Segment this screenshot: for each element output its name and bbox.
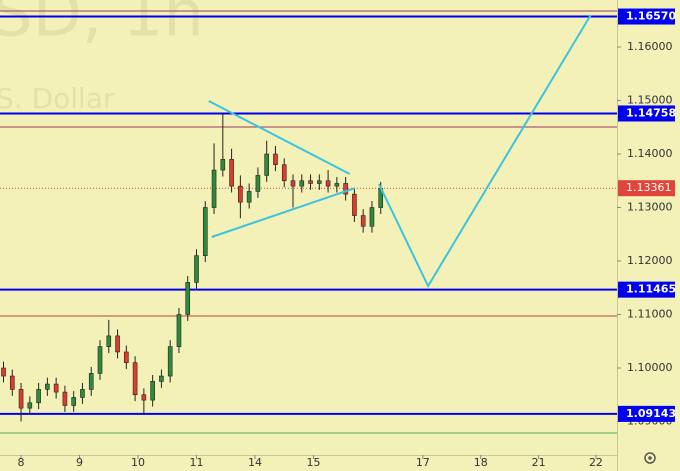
candle-body — [1, 367, 6, 377]
last-price-label: 1.13361 — [626, 181, 672, 194]
candle-body — [106, 335, 112, 347]
candle-body — [290, 180, 296, 187]
candle-body — [369, 207, 375, 227]
trend-drawing — [378, 14, 592, 289]
level-label-box — [618, 281, 675, 298]
y-tick-label: 1.14000 — [627, 147, 673, 160]
level-label: 1.14758 — [626, 106, 676, 119]
y-tick-label: 1.12000 — [627, 254, 673, 267]
candle-body — [185, 282, 191, 315]
candle-body — [62, 391, 68, 406]
level-label-box — [618, 405, 675, 422]
level-label: 1.09143 — [626, 407, 676, 420]
candle-body — [97, 346, 103, 374]
x-tick-label: 21 — [532, 456, 546, 469]
candle-body — [325, 180, 331, 187]
level-label-box — [618, 8, 675, 25]
candle-body — [141, 394, 147, 401]
candle-body — [124, 351, 129, 363]
y-tick-label: 1.11000 — [627, 308, 673, 321]
candle-body — [132, 362, 138, 396]
x-tick-label: 9 — [76, 456, 83, 469]
y-tick-label: 1.16000 — [627, 40, 673, 53]
x-tick-label: 11 — [190, 456, 204, 469]
x-tick-label: 17 — [416, 456, 430, 469]
candle-body — [194, 255, 199, 283]
watermark-name: S. Dollar — [0, 82, 115, 115]
candle-body — [18, 389, 24, 409]
candle-body — [352, 193, 357, 216]
candle-body — [115, 335, 120, 353]
candle-body — [264, 153, 269, 176]
candle-body — [27, 402, 33, 409]
settings-icon[interactable] — [644, 452, 656, 464]
trend-drawing — [211, 187, 356, 238]
watermark: SD, 1h S. Dollar — [0, 0, 204, 115]
y-tick-label: 1.13000 — [627, 201, 673, 214]
level-label-box — [618, 105, 675, 122]
x-tick-label: 22 — [589, 456, 603, 469]
watermark-symbol: SD, 1h — [0, 0, 204, 52]
candle-body — [343, 183, 348, 195]
x-tick-label: 8 — [18, 456, 25, 469]
candle-body — [45, 383, 50, 390]
candle-body — [71, 397, 76, 406]
candle-body — [167, 346, 173, 377]
candle-body — [36, 389, 41, 404]
candle-body — [211, 169, 217, 208]
level-label: 1.11465 — [626, 283, 676, 296]
level-label: 1.16570 — [626, 10, 676, 23]
candle-body — [53, 383, 59, 393]
candle-body — [308, 180, 313, 184]
candle-body — [255, 175, 261, 192]
y-tick-label: 1.10000 — [627, 361, 673, 374]
trend-drawing — [208, 100, 351, 175]
candle-body — [88, 373, 94, 390]
candle-body — [238, 185, 243, 203]
candle-body — [80, 389, 85, 398]
x-tick-label: 18 — [474, 456, 488, 469]
candle-body — [334, 183, 340, 187]
candle-body — [360, 215, 366, 227]
candle-body — [159, 375, 164, 382]
candle-body — [273, 153, 278, 166]
candle-body — [220, 159, 226, 171]
candle-body — [317, 180, 322, 184]
candle-body — [246, 191, 252, 203]
candle-body — [202, 207, 208, 256]
x-tick-label: 15 — [306, 456, 320, 469]
x-tick-label: 10 — [131, 456, 145, 469]
candle-body — [299, 180, 305, 187]
x-tick-label: 14 — [248, 456, 262, 469]
last-price-box — [618, 180, 675, 197]
candle-body — [281, 164, 287, 182]
candle-body — [9, 375, 15, 390]
candle-body — [229, 159, 234, 187]
y-tick-label: 1.15000 — [627, 94, 673, 107]
candle-body — [150, 381, 155, 401]
candle-body — [176, 314, 182, 347]
